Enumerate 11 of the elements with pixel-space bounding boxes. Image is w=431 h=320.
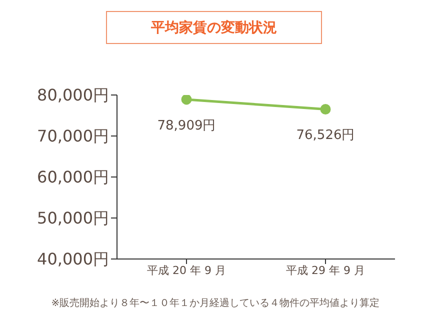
x-tick-label: 平成 29 年 9 月 xyxy=(286,264,365,277)
y-tick-label: 70,000円 xyxy=(37,126,109,146)
x-tick-label: 平成 20 年 9 月 xyxy=(147,264,226,277)
y-tick-label: 60,000円 xyxy=(37,168,109,187)
y-tick-label: 80,000円 xyxy=(37,86,109,105)
text: ※販売開始より８年〜１０年１か月経過している４物件の平均値より算定 xyxy=(50,296,381,310)
data-label: 78,909円 xyxy=(157,118,216,134)
chart-title: 平均家賃の変動状況 xyxy=(106,11,322,44)
y-tick-label: 40,000円 xyxy=(37,250,109,269)
data-label: 76,526円 xyxy=(296,128,355,144)
y-tick-label: 50,000円 xyxy=(37,208,109,228)
